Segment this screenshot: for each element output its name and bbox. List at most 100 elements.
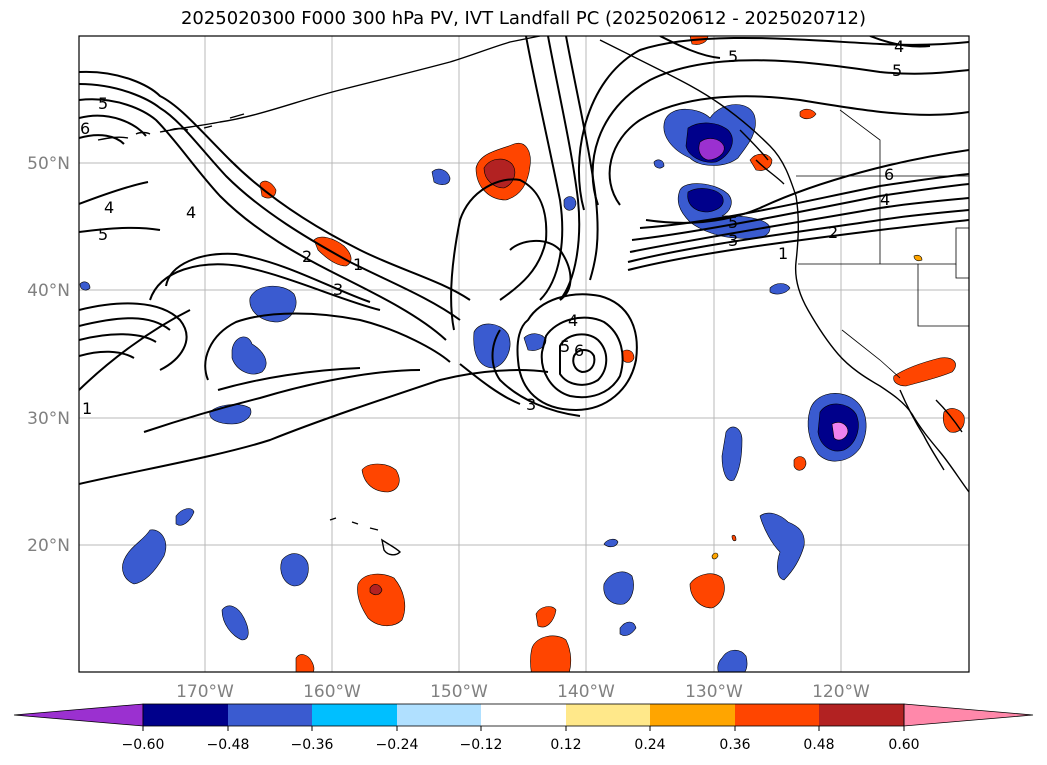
border-line	[955, 264, 969, 279]
contour-label: 3	[526, 395, 536, 414]
pos-blob	[535, 606, 557, 628]
colorbar-ticks	[142, 726, 905, 731]
contour-label: 2	[302, 247, 312, 266]
contour-label: 5	[728, 213, 738, 232]
pos-blob	[361, 463, 400, 493]
aleutian-islands	[97, 113, 245, 141]
colorbar-min-extension	[13, 703, 144, 727]
neg-blob	[769, 283, 791, 295]
colorbar-segment	[143, 704, 228, 726]
neg-blob	[759, 512, 805, 581]
contour-label: 4	[880, 190, 890, 209]
neg-blob	[653, 159, 665, 169]
coastlines	[97, 36, 969, 556]
neg-blob	[431, 168, 451, 185]
pos-blob	[793, 456, 807, 471]
colorbar-tick-label: −0.48	[207, 737, 250, 753]
neg-blob	[717, 649, 748, 672]
contour-label: 4	[568, 311, 578, 330]
map-panel	[79, 36, 969, 672]
border-line	[841, 329, 901, 379]
contour-line	[79, 83, 461, 321]
pos-blob	[799, 108, 817, 120]
contour-line	[79, 333, 157, 343]
pos-blob	[689, 573, 725, 609]
contour-line	[608, 95, 969, 206]
contour-label: 3	[333, 280, 343, 299]
contour-line	[450, 178, 548, 331]
contour-line	[645, 149, 969, 224]
contour-line	[639, 173, 969, 229]
neg-blob	[280, 553, 309, 587]
contour-label: 3	[728, 231, 738, 250]
pos-blob	[621, 349, 635, 363]
colorbar-segment	[228, 704, 312, 726]
contour-line	[79, 98, 447, 341]
contour-line	[572, 349, 596, 374]
colorbar-tick-label: −0.60	[122, 737, 165, 753]
contour-line	[869, 36, 931, 48]
contour-label: 1	[82, 399, 92, 418]
hawaii-islands	[329, 517, 401, 556]
contour-line	[79, 317, 171, 331]
contour-label: 5	[560, 337, 570, 356]
alaska-coast	[159, 36, 541, 133]
contour-line	[79, 134, 125, 145]
contour-line	[79, 369, 549, 485]
neg-blob	[687, 188, 724, 213]
colorbar-segment	[735, 704, 819, 726]
negative-pc-shading	[79, 104, 867, 672]
contour-label: 5	[728, 47, 738, 66]
contour-labels: 5 6 4 5 4 2 1 3 1 4 5 6 3 4 5 6 4 2 1 3 …	[80, 37, 904, 418]
bc-islands	[739, 129, 785, 185]
contour-label: 4	[894, 37, 904, 56]
pos-blob	[893, 357, 956, 387]
lon-label: 150°W	[430, 682, 488, 702]
contour-line	[217, 367, 361, 391]
colorbar-segment	[481, 704, 566, 726]
colorbar-tick-label: 0.12	[550, 737, 581, 753]
lat-label: 20°N	[27, 536, 70, 556]
contour-line	[491, 329, 581, 417]
neg-blob	[221, 605, 249, 641]
se-alaska-coast	[599, 39, 797, 197]
colorbar-segment	[397, 704, 481, 726]
pos-blob	[357, 573, 406, 627]
us-west-coast	[794, 195, 969, 493]
pos-blob	[711, 552, 719, 560]
contour-label: 4	[104, 198, 114, 217]
pos-blob	[369, 584, 383, 596]
colorbar-frame	[142, 703, 905, 727]
neg-blob	[122, 529, 167, 585]
contour-line	[79, 226, 161, 233]
contour-line	[591, 59, 969, 206]
pos-blob	[731, 534, 737, 542]
neg-blob	[831, 422, 849, 441]
contour-line	[79, 181, 149, 205]
contour-line	[627, 219, 969, 271]
contour-label: 6	[80, 119, 90, 138]
contour-line	[565, 36, 599, 281]
contour-label: 1	[353, 255, 363, 274]
contour-label: 5	[98, 94, 108, 113]
neg-blob	[603, 571, 634, 605]
contour-label: 5	[98, 225, 108, 244]
longitude-labels: 170°W 160°W 150°W 140°W 130°W 120°W	[176, 682, 870, 702]
colorbar-tick-label: 0.36	[719, 737, 750, 753]
lon-label: 120°W	[812, 682, 870, 702]
baja-coast	[899, 389, 963, 471]
border-line	[798, 227, 969, 265]
contour-line	[516, 293, 638, 412]
colorbar-segment	[819, 704, 904, 726]
border-line	[917, 264, 969, 327]
contour-line	[204, 312, 451, 381]
lon-label: 140°W	[557, 682, 615, 702]
pos-blob	[483, 158, 516, 189]
colorbar: −0.60 −0.48 −0.36 −0.24 −0.12 0.12 0.24 …	[13, 703, 1034, 753]
pv-contours	[79, 36, 969, 485]
contour-line	[79, 302, 188, 371]
neg-blob	[79, 281, 91, 291]
contour-line	[629, 197, 969, 253]
neg-blob	[603, 538, 619, 548]
